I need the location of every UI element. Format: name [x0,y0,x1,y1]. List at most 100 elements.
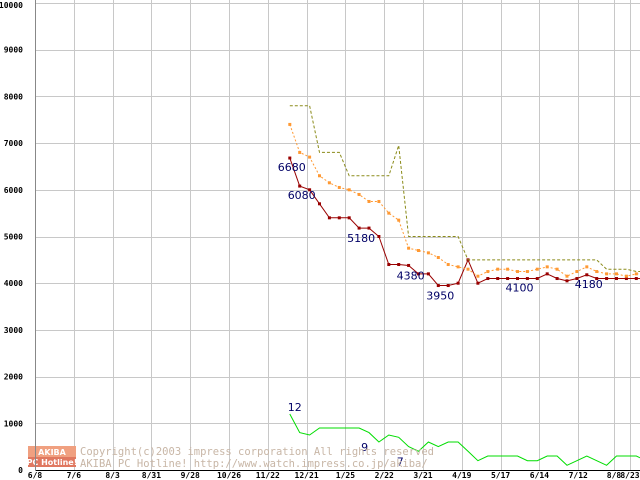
data-point [456,265,460,269]
data-label: 3950 [426,290,454,303]
data-point [327,216,331,220]
data-point [565,274,569,278]
x-tick-label: 8/23 [620,471,639,480]
data-label: 12 [288,401,302,414]
site-url-text: AKIBA PC Hotline! http://www.watch.impre… [80,458,428,470]
data-point [585,273,589,277]
x-tick-label: 1/25 [336,471,355,480]
data-point [525,270,529,274]
series-layer [288,105,640,466]
y-axis-ticks: 0 1000 2000 3000 4000 5000 6000 7000 8000 9000 100… [0,1,23,475]
series-line [289,413,640,466]
data-point [575,277,579,281]
data-point [634,272,638,276]
data-point [446,284,450,288]
x-tick-label: 3/21 [413,471,432,480]
data-point [605,277,609,281]
y-tick-label: 1000 [4,419,23,428]
x-tick-label: 6/14 [530,471,549,480]
data-point [436,256,440,260]
data-point [634,277,638,281]
data-point [357,226,361,230]
y-tick-label: 4000 [4,279,23,288]
data-point [496,267,500,271]
data-point [456,281,460,285]
series-2 [289,105,640,272]
data-point [605,272,609,276]
data-label: 7 [397,455,404,468]
data-point [496,277,500,281]
data-label: 4180 [575,278,603,291]
x-tick-label: 2/22 [375,471,394,480]
x-axis-ticks: 6/8 7/6 8/3 8/31 9/28 10/26 11/22 12/21 1/25 2/22… [28,471,640,480]
data-point [407,263,411,267]
data-point [595,277,599,281]
data-point [624,277,628,281]
series-0 [288,156,640,288]
data-label: 6680 [278,161,306,174]
data-point [545,265,549,269]
data-point [347,216,351,220]
data-point [397,218,401,222]
y-tick-label: 9000 [4,46,23,55]
data-point [407,246,411,250]
data-point [506,277,510,281]
data-point [288,156,292,160]
data-point [367,226,371,230]
series-line [289,124,640,277]
data-point [377,235,381,238]
y-tick-label: 10000 [0,1,23,10]
data-point [565,279,569,283]
data-point [575,270,579,274]
copyright-text: Copyright(c)2003 impress corporation All… [80,446,434,458]
data-label: 4100 [506,282,534,295]
data-point [308,188,312,192]
x-tick-label: 8/8 [607,471,622,480]
data-point [288,122,292,126]
data-point [318,174,321,178]
data-point [446,263,450,267]
x-tick-label: 8/3 [105,471,120,480]
x-tick-label: 6/8 [28,471,43,480]
series-line [289,157,640,286]
y-tick-label: 3000 [4,326,23,335]
data-point [624,274,628,278]
y-tick-label: 2000 [4,373,23,382]
series-3 [289,413,640,466]
data-point [387,263,391,267]
watermark: AKIBA PC Hotline! Copyright(c)2003 impre… [27,446,434,470]
data-point [545,272,549,276]
data-point [535,267,539,271]
data-point [417,272,420,276]
y-tick-label: 7000 [4,139,23,148]
data-point [318,202,321,206]
data-point [476,274,480,278]
data-point [516,277,519,281]
data-point [417,249,420,253]
data-point [298,184,302,188]
data-point [387,211,391,215]
data-point [367,199,371,203]
data-point [615,272,618,276]
series-1 [288,122,640,278]
data-point [535,277,539,281]
x-tick-label: 11/22 [256,471,280,480]
x-tick-label: 10/26 [217,471,241,480]
data-label: 4380 [397,269,425,282]
data-point [377,199,381,203]
series-line [289,105,640,272]
data-point [555,267,559,271]
data-label: 9 [361,441,368,454]
data-point [595,270,599,274]
data-point [298,150,302,154]
data-point [337,185,341,189]
data-label: 6080 [288,189,316,202]
data-point [476,281,480,285]
data-point [506,267,510,271]
data-point [308,155,312,159]
data-point [585,265,589,269]
x-tick-label: 7/6 [67,471,82,480]
data-point [525,277,529,281]
y-tick-label: 0 [18,466,23,475]
